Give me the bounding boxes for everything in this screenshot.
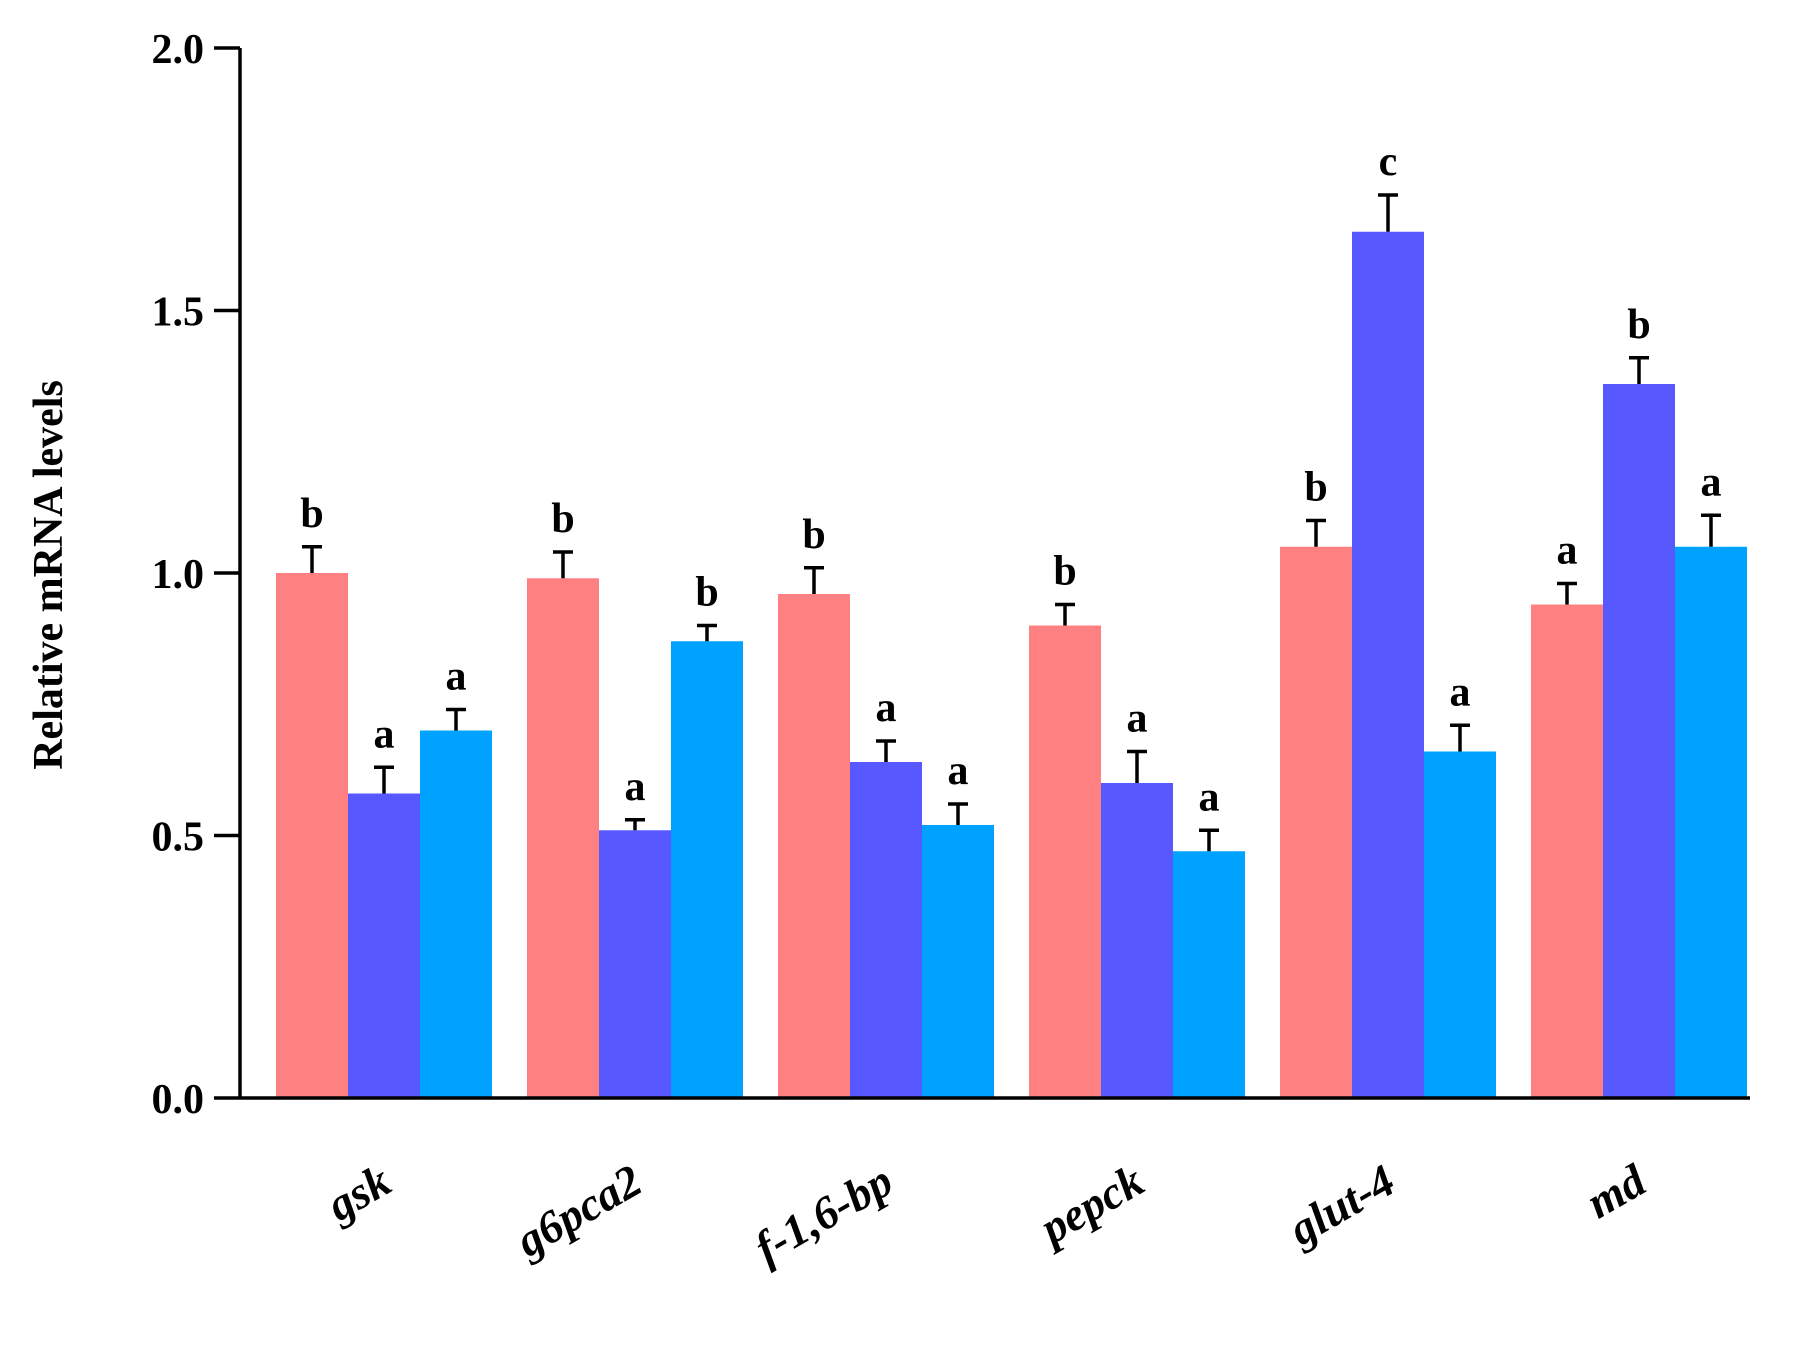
sig-letter-md-series-2: b [1627, 302, 1650, 348]
sig-letter-gsk-series-3: a [446, 654, 467, 700]
y-tick-label: 1.0 [152, 552, 205, 598]
sig-letter-g6pca2-series-3: b [695, 570, 718, 616]
x-category-label: pepck [1028, 1154, 1152, 1255]
sig-letter-glut-4-series-1: b [1304, 465, 1327, 511]
bar-glut-4-series-2 [1352, 231, 1424, 1098]
sig-letter-md-series-1: a [1557, 528, 1578, 574]
bar-f-1,6-bp-series-2 [850, 762, 922, 1098]
sig-letter-md-series-3: a [1701, 459, 1722, 505]
sig-letter-gsk-series-2: a [374, 711, 395, 757]
y-tick-label: 0.5 [152, 815, 205, 861]
bar-md-series-1 [1531, 604, 1603, 1098]
bar-f-1,6-bp-series-1 [778, 594, 850, 1098]
error-bars-layer [302, 193, 1721, 852]
sig-letter-pepck-series-2: a [1127, 696, 1148, 742]
bar-glut-4-series-1 [1280, 546, 1352, 1098]
sig-letter-g6pca2-series-1: b [551, 496, 574, 542]
sig-letter-g6pca2-series-2: a [625, 764, 646, 810]
sig-letter-glut-4-series-3: a [1450, 669, 1471, 715]
sig-letter-f-1,6-bp-series-2: a [876, 685, 897, 731]
significance-labels-layer: b a a b a b b a a b a a b c a a b a [300, 139, 1721, 820]
bar-md-series-3 [1675, 546, 1747, 1098]
bar-md-series-2 [1603, 384, 1675, 1098]
sig-letter-pepck-series-3: a [1199, 774, 1220, 820]
x-category-label: md [1578, 1154, 1655, 1228]
sig-letter-f-1,6-bp-series-1: b [802, 512, 825, 558]
bar-f-1,6-bp-series-3 [922, 825, 994, 1098]
bar-g6pca2-series-1 [527, 578, 599, 1098]
x-category-label: f-1,6-bp [746, 1154, 901, 1273]
y-tick-label: 0.0 [152, 1077, 205, 1123]
bar-gsk-series-3 [420, 730, 492, 1098]
y-axis-title: Relative mRNA levels [26, 380, 72, 770]
x-category-labels-layer: gsk g6pca2 f-1,6-bp pepck glut-4 md [317, 1154, 1655, 1273]
bar-g6pca2-series-2 [599, 830, 671, 1098]
bars-layer [276, 231, 1747, 1098]
y-ticks-layer: 0.0 0.5 1.0 1.5 2.0 [152, 27, 240, 1123]
sig-letter-pepck-series-1: b [1053, 549, 1076, 595]
bar-pepck-series-1 [1029, 625, 1101, 1098]
x-category-label: g6pca2 [506, 1154, 650, 1266]
y-tick-label: 1.5 [152, 290, 205, 336]
bar-glut-4-series-3 [1424, 751, 1496, 1098]
bar-pepck-series-2 [1101, 783, 1173, 1098]
bar-pepck-series-3 [1173, 851, 1245, 1098]
sig-letter-f-1,6-bp-series-3: a [948, 748, 969, 794]
sig-letter-glut-4-series-2: c [1379, 139, 1398, 185]
sig-letter-gsk-series-1: b [300, 491, 323, 537]
y-tick-label: 2.0 [152, 27, 205, 73]
bar-gsk-series-1 [276, 573, 348, 1098]
bar-gsk-series-2 [348, 793, 420, 1098]
x-category-label: gsk [317, 1154, 399, 1231]
x-category-label: glut-4 [1279, 1154, 1403, 1255]
bar-g6pca2-series-3 [671, 641, 743, 1098]
